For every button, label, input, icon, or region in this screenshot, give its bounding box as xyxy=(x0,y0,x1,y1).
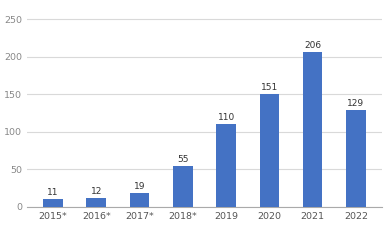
Text: 19: 19 xyxy=(134,182,145,191)
Bar xyxy=(130,193,149,207)
Text: 55: 55 xyxy=(177,155,188,164)
Bar xyxy=(346,110,366,207)
Bar xyxy=(173,166,193,207)
Text: 206: 206 xyxy=(304,41,321,50)
Text: 129: 129 xyxy=(347,99,364,108)
Bar xyxy=(86,198,106,207)
Text: 11: 11 xyxy=(47,188,59,197)
Bar xyxy=(303,52,322,207)
Bar xyxy=(216,124,236,207)
Text: 110: 110 xyxy=(217,113,235,122)
Text: 151: 151 xyxy=(261,83,278,92)
Text: 12: 12 xyxy=(90,187,102,196)
Bar xyxy=(43,199,63,207)
Bar xyxy=(260,94,279,207)
